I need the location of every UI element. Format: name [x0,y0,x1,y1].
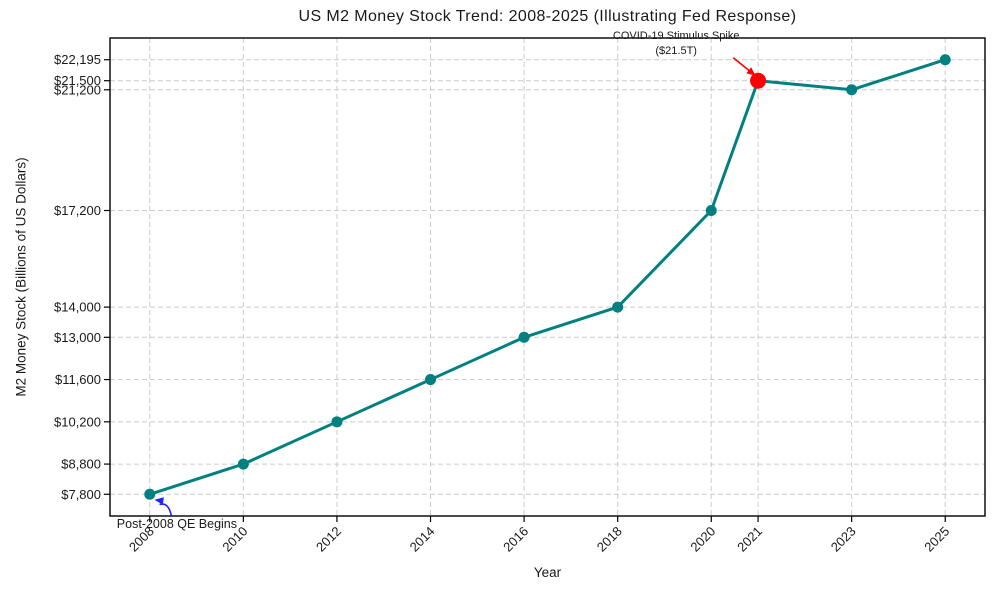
x-tick-label: 2020 [687,524,718,555]
y-tick-label: $14,000 [54,300,101,315]
x-tick-label: 2021 [734,524,765,555]
annotation-arrow-post-2008-qe-begins [159,503,173,516]
chart-title: US M2 Money Stock Trend: 2008-2025 (Illu… [298,8,797,25]
annotation-arrowhead-covid-stimulus-spike [746,67,756,76]
annotation-text-covid-stimulus-spike: COVID-19 Stimulus Spike [613,30,740,42]
x-tick-label: 2018 [594,524,625,555]
data-point-2014 [425,374,437,386]
y-tick-label: $21,500 [54,73,101,88]
data-point-2025 [939,54,951,66]
data-point-2010 [237,458,249,470]
y-tick-label: $10,200 [54,414,101,429]
data-point-2016 [518,331,530,343]
y-tick-label: $22,195 [54,52,101,67]
x-tick-label: 2016 [500,524,531,555]
data-point-2012 [331,416,343,428]
y-tick-label: $13,000 [54,330,101,345]
data-point-2020 [705,205,717,217]
y-tick-label: $8,800 [61,457,101,472]
y-tick-label: $21,200 [54,82,101,97]
x-tick-label: 2012 [313,524,344,555]
y-tick-label: $11,600 [55,372,101,387]
data-point-2008 [144,488,156,500]
data-point-2023 [846,84,858,96]
data-point-2018 [612,301,624,313]
y-axis-label: M2 Money Stock (Billions of US Dollars) [13,157,29,397]
x-tick-label: 2023 [828,524,859,555]
x-axis-label: Year [533,565,562,580]
annotation-text-post-2008-qe-begins: Post-2008 QE Begins [117,517,237,531]
y-tick-label: $17,200 [54,203,101,218]
y-tick-label: $7,800 [61,487,101,502]
annotation-text-covid-stimulus-spike: ($21.5T) [655,45,697,57]
x-tick-label: 2014 [407,524,438,555]
highlight-point-2021 [750,72,767,89]
annotation-arrow-covid-stimulus-spike [732,57,751,73]
plot-border [109,37,986,517]
x-tick-label: 2025 [921,524,952,555]
m2-trend-line [148,58,947,496]
annotation-arrowhead-post-2008-qe-begins [154,497,164,505]
